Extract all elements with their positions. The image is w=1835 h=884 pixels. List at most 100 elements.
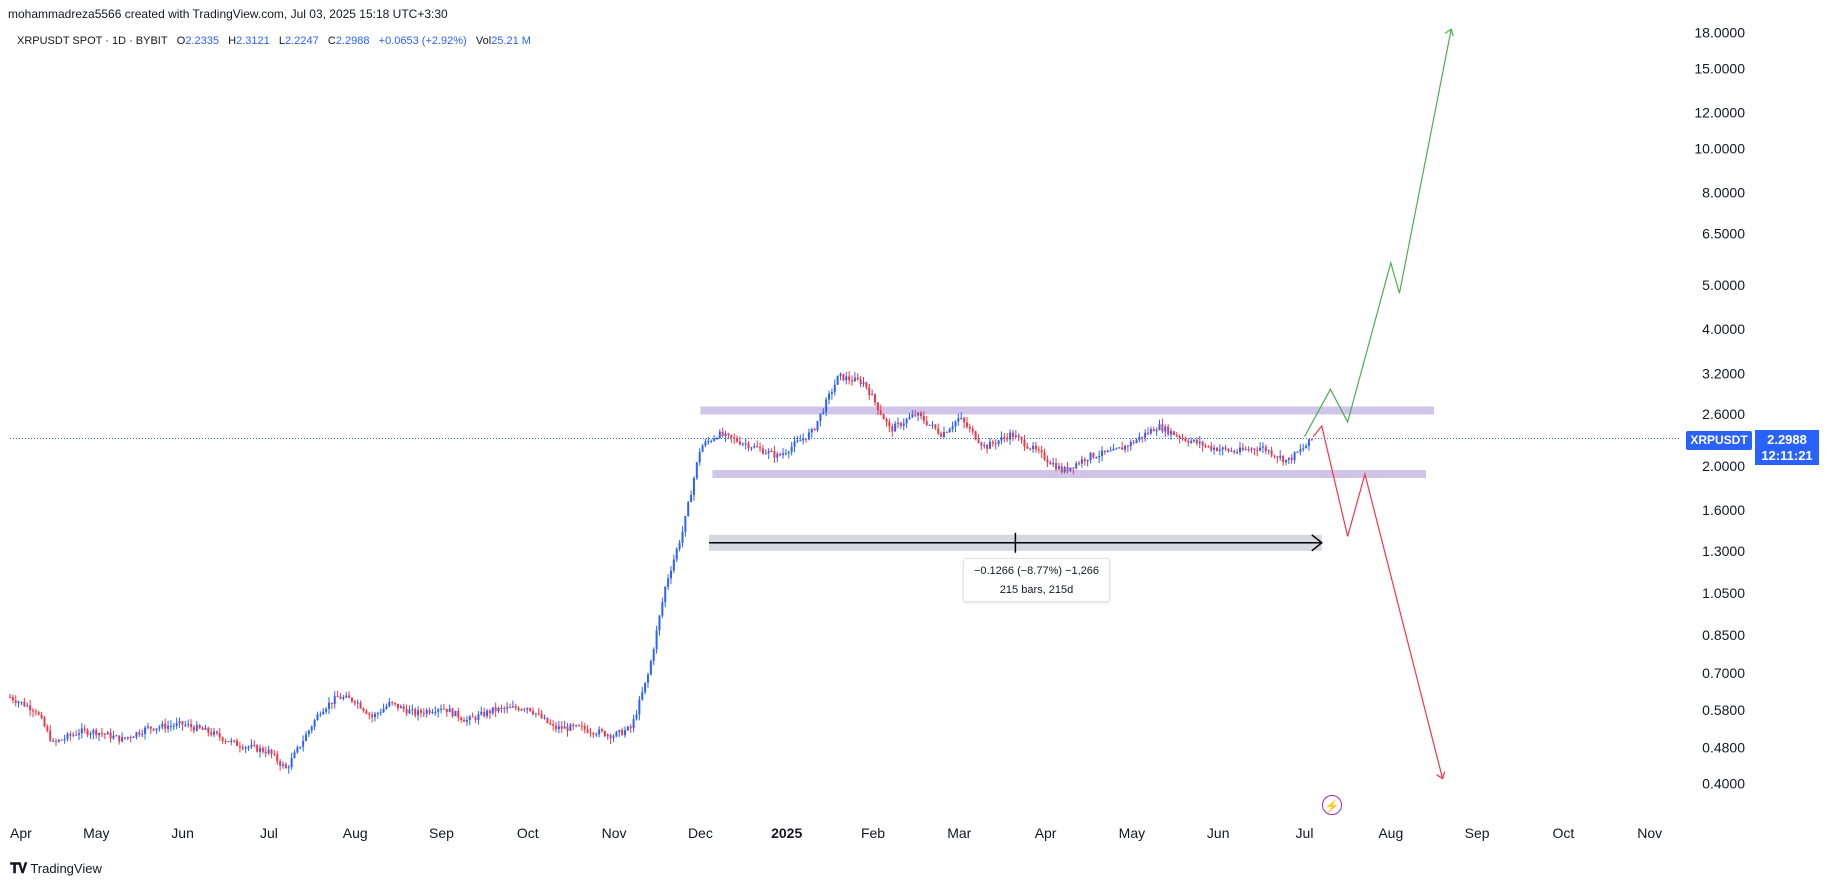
candle-body <box>1144 432 1147 438</box>
candle-body <box>457 710 460 718</box>
candle-body <box>707 440 710 442</box>
candle-body <box>724 433 727 437</box>
candle-body <box>575 725 578 727</box>
candle-body <box>1250 448 1253 450</box>
candle-body <box>506 707 509 709</box>
candle-body <box>385 706 388 709</box>
candle-body <box>1158 424 1161 430</box>
candle-body <box>931 424 934 426</box>
time-tick-label: Dec <box>688 825 713 841</box>
candle-body <box>486 710 489 717</box>
candle-body <box>259 748 262 752</box>
candle-body <box>891 426 894 432</box>
candle-body <box>316 714 319 720</box>
candle-body <box>123 737 126 739</box>
candle-body <box>1009 432 1012 440</box>
candle-body <box>1152 429 1155 432</box>
candle-body <box>276 754 279 762</box>
candle-body <box>1230 450 1233 452</box>
candle-body <box>1086 459 1089 462</box>
candle-body <box>322 711 325 715</box>
candle-body <box>155 728 158 731</box>
candle-body <box>690 494 693 502</box>
candle-body <box>623 730 626 736</box>
price-tick-label: 0.4800 <box>1702 740 1745 756</box>
candle-body <box>310 726 313 731</box>
measure-arrow-head <box>1311 534 1323 552</box>
candle-body <box>1118 447 1121 449</box>
candle-body <box>988 441 991 449</box>
candle-body <box>1115 448 1118 450</box>
candle-body <box>164 723 167 729</box>
candle-body <box>503 707 506 709</box>
candle-body <box>684 515 687 532</box>
candle-body <box>773 451 776 458</box>
candle-body <box>345 695 348 698</box>
candle-body <box>419 710 422 713</box>
candle-body <box>922 416 925 422</box>
price-tick-label: 8.0000 <box>1702 184 1745 200</box>
candle-body <box>236 740 239 747</box>
support-band <box>712 470 1426 479</box>
candle-body <box>411 709 414 711</box>
candle-body <box>1141 436 1144 438</box>
candle-body <box>1124 445 1127 450</box>
time-tick-label: Mar <box>947 825 971 841</box>
legend-low-label: L <box>278 35 286 47</box>
candle-body <box>572 724 575 727</box>
candle-body <box>284 764 287 769</box>
candle-body <box>195 725 198 731</box>
candle-body <box>767 451 770 454</box>
time-tick-label: Sep <box>429 825 454 841</box>
symbol-price-tag: XRPUSDT <box>1686 431 1752 450</box>
candle-body <box>894 423 897 432</box>
price-tick-label: 15.0000 <box>1694 60 1745 76</box>
candle-body <box>1106 450 1109 453</box>
footer-logo[interactable]: 𝐓𝐕 TradingView <box>10 860 102 877</box>
candle-body <box>862 382 865 385</box>
candle-body <box>213 731 216 735</box>
candle-body <box>350 697 353 702</box>
price-tick-label: 0.5800 <box>1702 702 1745 718</box>
candle-body <box>991 441 994 444</box>
candle-body <box>1305 445 1308 449</box>
candle-body <box>853 377 856 382</box>
candle-body <box>672 559 675 571</box>
candle-body <box>977 439 980 443</box>
candle-body <box>132 736 135 738</box>
countdown-value: 12:11:21 <box>1761 448 1813 463</box>
flash-icon[interactable]: ⚡ <box>1322 795 1342 815</box>
candle-body <box>557 726 560 729</box>
candle-body <box>799 440 802 442</box>
legend-high-value: 2.3121 <box>236 35 270 47</box>
candle-body <box>187 724 190 726</box>
candle-body <box>63 738 66 740</box>
candle-body <box>580 725 583 727</box>
candle-body <box>43 717 46 727</box>
candle-body <box>379 712 382 714</box>
candle-body <box>836 375 839 385</box>
candle-body <box>273 753 276 755</box>
candle-body <box>483 711 486 717</box>
candle-body <box>181 721 184 725</box>
candle-body <box>750 447 753 449</box>
candle-body <box>14 700 17 703</box>
candle-body <box>951 426 954 430</box>
candle-body <box>1190 440 1193 443</box>
candle-body <box>704 441 707 446</box>
candle-body <box>782 453 785 456</box>
candle-body <box>914 414 917 416</box>
candle-body <box>1098 456 1101 458</box>
candle-body <box>805 438 808 440</box>
candle-body <box>942 432 945 437</box>
candle-body <box>532 710 535 714</box>
candle-body <box>888 421 891 427</box>
candle-body <box>1178 435 1181 439</box>
candle-body <box>388 701 391 707</box>
candle-body <box>267 749 270 754</box>
candle-body <box>141 734 144 736</box>
candle-body <box>1244 449 1247 451</box>
candle-body <box>66 733 69 739</box>
candle-body <box>425 710 428 714</box>
